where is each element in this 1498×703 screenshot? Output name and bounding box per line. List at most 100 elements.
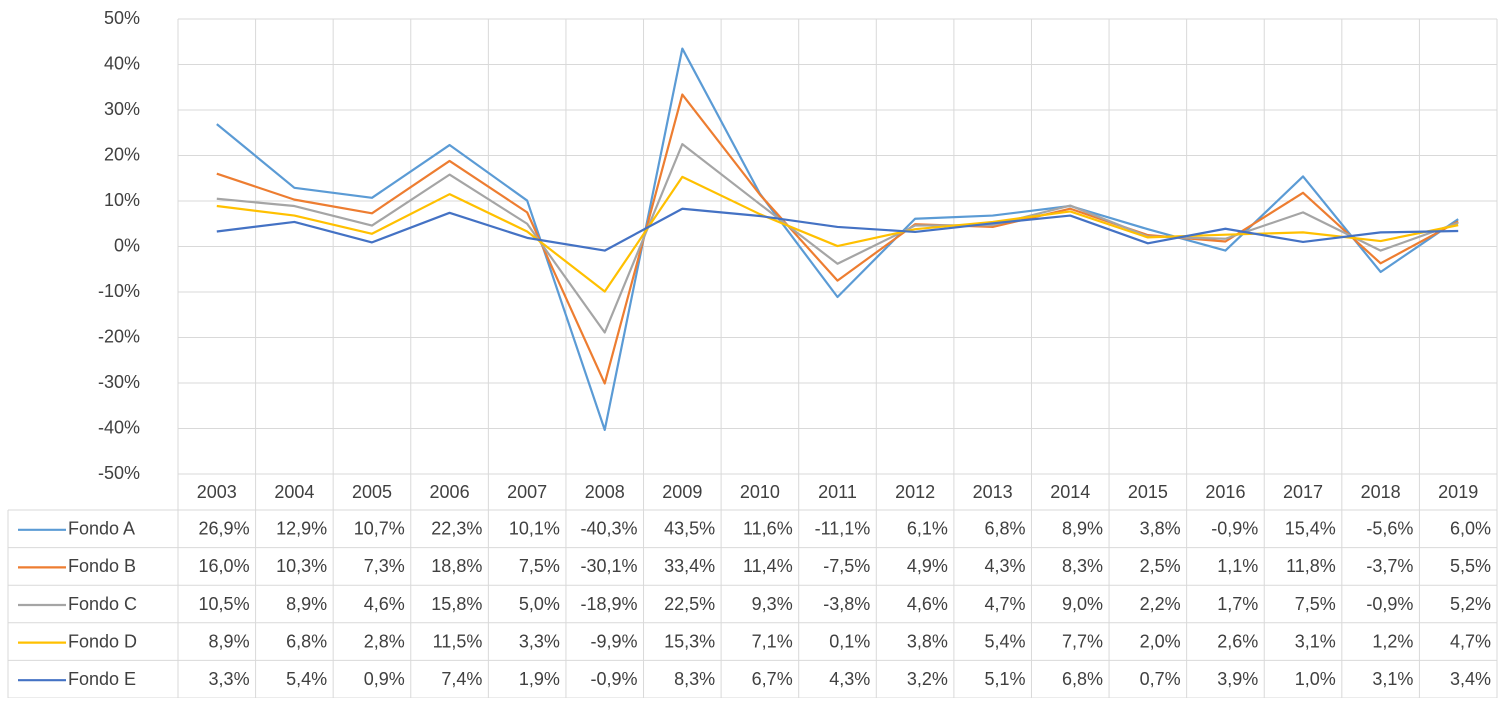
- table-cell: -5,6%: [1366, 519, 1413, 539]
- table-cell: -18,9%: [580, 594, 637, 614]
- table-cell: 9,0%: [1062, 594, 1103, 614]
- series-line: [216, 93, 1459, 385]
- table-cell: -0,9%: [590, 669, 637, 689]
- table-cell: -0,9%: [1366, 594, 1413, 614]
- legend-label: Fondo A: [68, 519, 135, 539]
- table-cell: 3,4%: [1450, 669, 1491, 689]
- table-cell: 7,5%: [519, 556, 560, 576]
- table-cell: 6,8%: [984, 519, 1025, 539]
- table-cell: 5,0%: [519, 594, 560, 614]
- table-cell: 11,6%: [743, 519, 793, 539]
- legend-label: Fondo B: [68, 556, 136, 576]
- x-tick-label: 2003: [197, 482, 237, 502]
- table-cell: 11,4%: [743, 556, 793, 576]
- table-cell: 2,2%: [1140, 594, 1181, 614]
- legend-label: Fondo C: [68, 594, 137, 614]
- y-tick-label: -10%: [98, 281, 140, 301]
- series-line: [216, 175, 1459, 293]
- table-cell: 3,9%: [1217, 669, 1258, 689]
- table-cell: 4,6%: [907, 594, 948, 614]
- table-cell: 5,2%: [1450, 594, 1491, 614]
- table-cell: 26,9%: [199, 519, 250, 539]
- table-cell: 6,0%: [1450, 519, 1491, 539]
- x-tick-label: 2017: [1283, 482, 1323, 502]
- table-cell: 3,3%: [519, 631, 560, 651]
- table-cell: 0,1%: [829, 631, 870, 651]
- table-cell: 5,4%: [984, 631, 1025, 651]
- table-cell: 10,5%: [199, 594, 250, 614]
- legend-label: Fondo D: [68, 631, 137, 651]
- table-cell: 1,2%: [1372, 631, 1413, 651]
- table-cell: 1,0%: [1295, 669, 1336, 689]
- table-cell: 8,3%: [674, 669, 715, 689]
- y-tick-label: 20%: [104, 144, 140, 164]
- table-cell: 2,0%: [1140, 631, 1181, 651]
- table-cell: 6,7%: [752, 669, 793, 689]
- table-cell: 3,1%: [1295, 631, 1336, 651]
- table-cell: 7,1%: [752, 631, 793, 651]
- table-cell: 8,9%: [1062, 519, 1103, 539]
- x-tick-label: 2015: [1128, 482, 1168, 502]
- series-line: [216, 143, 1459, 334]
- x-tick-label: 2014: [1050, 482, 1090, 502]
- x-tick-label: 2005: [352, 482, 392, 502]
- x-tick-label: 2013: [973, 482, 1013, 502]
- y-tick-label: 30%: [104, 99, 140, 119]
- table-cell: 12,9%: [276, 519, 327, 539]
- table-cell: -7,5%: [823, 556, 870, 576]
- table-cell: 18,8%: [431, 556, 482, 576]
- table-cell: 4,9%: [907, 556, 948, 576]
- table-cell: 4,7%: [984, 594, 1025, 614]
- table-cell: 3,3%: [209, 669, 250, 689]
- table-cell: -9,9%: [590, 631, 637, 651]
- y-tick-label: -40%: [98, 417, 140, 437]
- table-cell: 2,8%: [364, 631, 405, 651]
- table-cell: 22,3%: [431, 519, 482, 539]
- table-cell: 3,2%: [907, 669, 948, 689]
- table-cell: -40,3%: [580, 519, 637, 539]
- table-cell: 11,5%: [433, 631, 483, 651]
- table-cell: 8,9%: [286, 594, 327, 614]
- x-tick-label: 2008: [585, 482, 625, 502]
- x-tick-label: 2019: [1438, 482, 1478, 502]
- table-cell: 11,8%: [1286, 556, 1336, 576]
- x-tick-label: 2004: [274, 482, 314, 502]
- table-cell: 1,1%: [1217, 556, 1258, 576]
- table-cell: 15,8%: [431, 594, 482, 614]
- table-cell: 7,5%: [1295, 594, 1336, 614]
- table-cell: -3,8%: [823, 594, 870, 614]
- table-cell: 1,9%: [519, 669, 560, 689]
- table-cell: -11,1%: [815, 519, 871, 539]
- table-cell: 33,4%: [664, 556, 715, 576]
- series-line: [216, 47, 1459, 431]
- x-tick-label: 2007: [507, 482, 547, 502]
- table-cell: 3,8%: [1140, 519, 1181, 539]
- table-cell: 15,3%: [664, 631, 715, 651]
- table-cell: 3,8%: [907, 631, 948, 651]
- table-cell: 2,5%: [1140, 556, 1181, 576]
- y-tick-label: 0%: [114, 235, 140, 255]
- table-cell: 10,7%: [354, 519, 405, 539]
- table-cell: -30,1%: [580, 556, 637, 576]
- x-tick-label: 2006: [430, 482, 470, 502]
- table-cell: 9,3%: [752, 594, 793, 614]
- table-cell: 2,6%: [1217, 631, 1258, 651]
- x-tick-label: 2018: [1361, 482, 1401, 502]
- table-cell: 6,8%: [286, 631, 327, 651]
- table-cell: 7,4%: [441, 669, 482, 689]
- table-cell: 4,3%: [984, 556, 1025, 576]
- y-tick-label: -20%: [98, 326, 140, 346]
- x-tick-label: 2009: [662, 482, 702, 502]
- table-cell: 4,6%: [364, 594, 405, 614]
- table-cell: 15,4%: [1285, 519, 1336, 539]
- table-cell: 10,1%: [509, 519, 560, 539]
- y-tick-label: 50%: [104, 8, 140, 28]
- y-tick-label: 10%: [104, 190, 140, 210]
- table-cell: 6,1%: [907, 519, 948, 539]
- y-tick-label: -50%: [98, 463, 140, 483]
- y-tick-label: -30%: [98, 372, 140, 392]
- table-cell: 4,7%: [1450, 631, 1491, 651]
- table-cell: -0,9%: [1211, 519, 1258, 539]
- table-cell: 16,0%: [199, 556, 250, 576]
- table-cell: 8,3%: [1062, 556, 1103, 576]
